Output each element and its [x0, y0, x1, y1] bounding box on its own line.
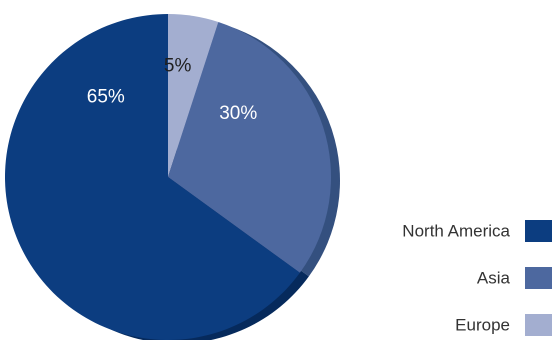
pie-slices [5, 14, 340, 340]
pie-slice-labels: 5% 30% 65% [87, 56, 258, 124]
chart-legend: North America Asia Europe [402, 220, 552, 336]
legend-label-asia: Asia [477, 268, 511, 287]
pie-slice-north-america [5, 14, 300, 340]
pie-slice-asia [168, 21, 331, 273]
legend-swatch-north-america [525, 220, 552, 242]
legend-label-europe: Europe [455, 315, 510, 334]
legend-swatch-asia [525, 267, 552, 289]
pie-slice-europe [168, 14, 219, 177]
slice-label-europe: 5% [164, 56, 192, 77]
legend-swatch-europe [525, 314, 552, 336]
slice-label-north-america: 65% [87, 86, 125, 107]
legend-label-north-america: North America [402, 221, 510, 240]
slice-label-asia: 30% [219, 103, 257, 124]
